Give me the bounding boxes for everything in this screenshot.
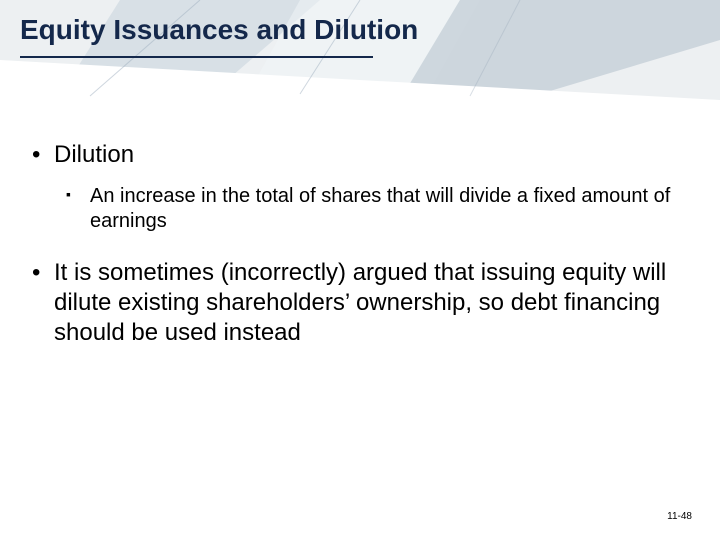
bullet-text: An increase in the total of shares that … bbox=[90, 185, 670, 232]
slide-number: 11-48 bbox=[667, 511, 692, 522]
bullet-level1: • It is sometimes (incorrectly) argued t… bbox=[32, 258, 688, 348]
title-underline bbox=[20, 56, 373, 58]
slide-body: • Dilution ▪ An increase in the total of… bbox=[32, 140, 688, 362]
bullet-glyph-lvl1: • bbox=[32, 140, 40, 170]
bullet-glyph-lvl2: ▪ bbox=[66, 186, 71, 204]
bullet-text: It is sometimes (incorrectly) argued tha… bbox=[54, 259, 666, 346]
slide: Equity Issuances and Dilution • Dilution… bbox=[0, 0, 720, 540]
bullet-level2: ▪ An increase in the total of shares tha… bbox=[66, 184, 688, 234]
slide-title: Equity Issuances and Dilution bbox=[20, 14, 418, 46]
bullet-level1: • Dilution bbox=[32, 140, 688, 170]
bullet-text: Dilution bbox=[54, 141, 134, 168]
bullet-glyph-lvl1: • bbox=[32, 258, 40, 288]
